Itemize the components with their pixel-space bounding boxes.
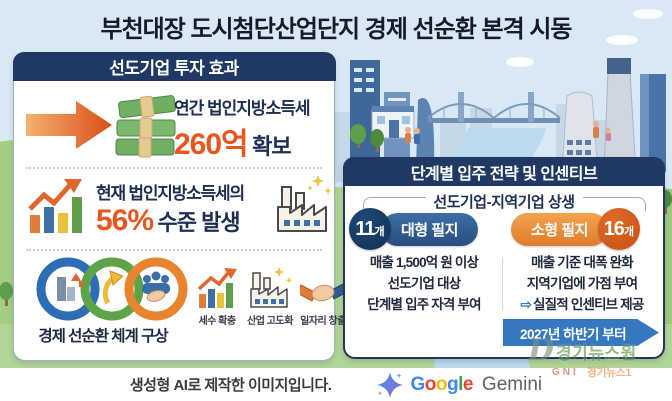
google-letter: G <box>410 373 425 395</box>
small-lot-count-circle: 16 개 <box>597 208 640 250</box>
column-divider <box>502 257 503 311</box>
google-letter: l <box>458 373 463 395</box>
factory-upgrade-icon <box>250 267 293 308</box>
left-panel-header: 선도기업 투자 효과 <box>12 51 336 81</box>
large-lot-count-unit: 개 <box>374 226 385 238</box>
current-tax-suffix: 수준 발생 <box>157 210 241 235</box>
small-lot-count: 16 <box>603 217 625 240</box>
divider <box>26 167 322 169</box>
watermark-d-logo: D <box>528 333 555 368</box>
small-lot-badge: 소형 필지 16 개 <box>511 208 640 250</box>
small-lot-label: 소형 필지 <box>511 212 608 246</box>
large-lot-badge: 11 개 대형 필지 <box>349 208 478 250</box>
watermark-top-row: D 경기뉴스원 <box>528 336 670 366</box>
growth-chart-icon <box>28 179 82 233</box>
bracket-line-left <box>363 197 426 211</box>
news-watermark: D 경기뉴스원 GNI 경기뉴스1 <box>528 336 670 380</box>
cycle-caption: 경제 선순환 체계 구상 <box>38 328 168 345</box>
divider <box>26 249 322 251</box>
detail-line: ⇨ 실질적 인센티브 제공 <box>507 295 657 316</box>
factory-icon <box>277 175 332 232</box>
watermark-name: 경기뉴스원 <box>556 343 637 363</box>
detail-line: 지역기업에 가점 부여 <box>526 275 638 291</box>
handshake-icon <box>300 282 346 302</box>
mini-label: 세수 확충 <box>198 316 236 327</box>
timeline-arrow-banner: 2027년 하반기 부터 <box>503 319 659 346</box>
current-tax-text: 현재 법인지방소득세의 56% 수준 발생 <box>96 179 282 238</box>
google-letter: o <box>424 373 437 395</box>
gemini-wordmark: Gemini <box>481 373 543 395</box>
gemini-sparkle-icon <box>377 371 404 398</box>
annual-tax-value-line: 260억 확보 <box>174 119 332 163</box>
incentive-strategy-panel: 단계별 입주 전략 및 인센티브 선도기업-지역기업 상생 11 개 대형 필지… <box>343 157 665 359</box>
google-letter: o <box>435 373 448 395</box>
money-stack-icon <box>115 95 176 158</box>
footer: 생성형 AI로 제작한 이미지입니다. G o o g l e Gemini <box>0 368 672 401</box>
right-panel-header-label: 단계별 입주 전략 및 인센티브 <box>410 165 598 183</box>
detail-line: 단계별 입주 자격 부여 <box>367 296 481 312</box>
small-lot-details: 매출 기준 대폭 완화 지역기업에 가점 부여 ⇨ 실질적 인센티브 제공 <box>507 253 657 316</box>
virtuous-cycle-rings-icon <box>36 257 188 321</box>
mini-label: 일자리 창출 <box>300 316 346 327</box>
right-panel-header: 단계별 입주 전략 및 인센티브 <box>343 157 665 186</box>
detail-line: 선도기업 대상 <box>387 275 461 291</box>
large-lot-count-circle: 11 개 <box>349 208 391 250</box>
ai-generated-note: 생성형 AI로 제작한 이미지입니다. <box>129 377 332 394</box>
detail-line: 매출 기준 대폭 완화 <box>531 255 634 270</box>
watermark-gni: GNI <box>552 366 579 378</box>
page-title: 부천대장 도시첨단산업단지 경제 선순환 본격 시동 <box>100 16 572 43</box>
annual-tax-label: 연간 법인지방소득세 <box>174 99 310 118</box>
large-lot-label: 대형 필지 <box>381 212 478 246</box>
panel-subtitle: 선도기업-지역기업 상생 <box>433 194 575 211</box>
large-lot-details: 매출 1,500억 원 이상 선도기업 대상 단계별 입주 자격 부여 <box>349 253 499 316</box>
current-tax-value: 56% <box>96 204 154 237</box>
small-lot-count-unit: 개 <box>623 226 635 238</box>
mini-item-industry: 산업 고도화 <box>245 265 295 327</box>
mini-item-tax: 세수 확충 <box>192 267 242 327</box>
detail-line-text: 실질적 인센티브 제공 <box>533 296 644 312</box>
timeline-label: 2027년 하반기 부터 <box>519 326 627 342</box>
google-letter: g <box>446 373 459 395</box>
google-letter: e <box>462 373 474 395</box>
result-arrow-icon: ⇨ <box>520 296 532 312</box>
right-arrow-icon <box>26 101 112 149</box>
mini-label: 산업 고도화 <box>247 316 293 327</box>
investment-effect-panel: 선도기업 투자 효과 연간 법인지방소득세 <box>12 51 346 361</box>
watermark-sub: 경기뉴스1 <box>586 367 632 379</box>
annual-tax-suffix: 확보 <box>252 134 291 159</box>
detail-line: 매출 1,500억 원 이상 <box>369 255 479 270</box>
tax-chart-icon <box>197 268 237 308</box>
google-gemini-logo: G o o g l e Gemini <box>377 371 543 398</box>
annual-tax-text: 연간 법인지방소득세 260억 확보 <box>174 94 332 163</box>
google-wordmark: G o o g l e <box>410 373 474 396</box>
mini-item-jobs: 일자리 창출 <box>298 269 348 327</box>
current-tax-label: 현재 법인지방소득세의 <box>96 184 245 203</box>
left-panel-header-label: 선도기업 투자 효과 <box>109 58 239 78</box>
bracket-line-right <box>583 197 646 211</box>
annual-tax-value: 260억 <box>174 128 249 161</box>
large-lot-count: 11 <box>355 217 375 240</box>
current-tax-value-line: 56% 수준 발생 <box>96 204 282 238</box>
watermark-bottom-row: GNI 경기뉴스1 <box>552 364 670 380</box>
